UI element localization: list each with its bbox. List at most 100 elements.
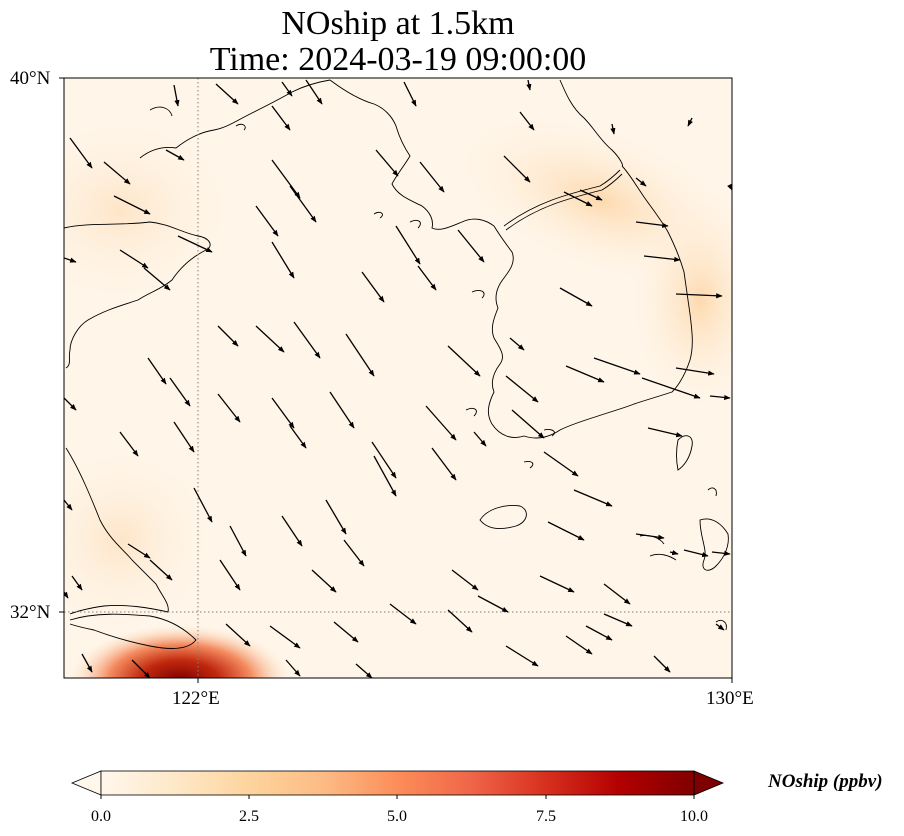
- colorbar-max-extend: [693, 770, 725, 796]
- lon-label-130e: 130°E: [706, 688, 754, 709]
- wind-vector-arrow: [457, 229, 485, 263]
- colorbar-tick-4: 10.0: [680, 808, 708, 825]
- wind-vector-arrow: [329, 391, 355, 429]
- wind-vector-arrow: [169, 377, 191, 407]
- wind-vector-arrow: [127, 543, 151, 559]
- map-title-line1: NOship at 1.5km: [281, 5, 515, 42]
- wind-vector-arrow: [271, 105, 291, 131]
- wind-vector-arrow: [371, 441, 397, 479]
- wind-vector-arrow: [229, 525, 247, 557]
- wind-vector-arrow: [147, 357, 167, 385]
- wind-vector-arrow: [431, 447, 457, 481]
- map-title-line2: Time: 2024-03-19 09:00:00: [209, 41, 587, 78]
- wind-vector-arrow: [165, 149, 185, 161]
- wind-vector-arrow: [447, 345, 481, 377]
- wind-vector-arrow: [503, 155, 531, 183]
- wind-vector-arrow: [669, 550, 679, 556]
- coastlines: [64, 79, 729, 649]
- wind-vector-arrow: [355, 663, 373, 678]
- wind-vector-arrow: [447, 609, 473, 633]
- wind-vector-arrow: [289, 425, 307, 449]
- wind-vector-arrow: [373, 455, 397, 497]
- wind-vector-arrow: [177, 235, 213, 253]
- wind-vector-arrow: [635, 221, 669, 228]
- gridlines: [64, 78, 732, 678]
- wind-vector-arrow: [641, 377, 701, 399]
- wind-vector-arrow: [403, 81, 417, 107]
- wind-vector-arrow: [271, 397, 295, 429]
- wind-vector-arrow: [579, 189, 603, 201]
- wind-vector-arrow: [64, 397, 77, 411]
- colorbar-ramp: [101, 771, 694, 795]
- colorbar-tick-1: 2.5: [239, 808, 259, 825]
- lat-label-40n: 40°N: [10, 68, 51, 89]
- map-frame: [63, 77, 733, 679]
- wind-vector-arrow: [293, 321, 321, 359]
- wind-vector-arrow: [425, 405, 457, 441]
- wind-vector-arrow: [573, 489, 613, 507]
- wind-vector-arrow: [271, 159, 301, 199]
- wind-vector-arrow: [64, 499, 73, 511]
- wind-vector-arrow: [81, 653, 93, 673]
- wind-vector-arrow: [71, 575, 83, 591]
- wind-vector-arrow: [281, 515, 303, 547]
- wind-vector-arrow: [585, 625, 613, 641]
- wind-vector-arrow: [565, 635, 593, 655]
- wind-vector-arrow: [119, 249, 149, 269]
- wind-vector-arrow: [603, 613, 633, 627]
- wind-vector-arrow: [539, 575, 575, 593]
- wind-vector-arrow: [143, 267, 171, 291]
- wind-vector-arrow: [509, 337, 525, 351]
- wind-vector-arrow: [565, 365, 605, 383]
- wind-vector-arrow: [343, 539, 365, 567]
- wind-vector-arrow: [543, 451, 579, 477]
- wind-vector-arrow: [119, 431, 139, 457]
- wind-vector-arrow: [709, 394, 731, 401]
- wind-vector-arrow: [311, 569, 337, 593]
- wind-vector-arrow: [635, 177, 647, 187]
- wind-vector-arrow: [563, 191, 593, 207]
- wind-vector-arrow: [711, 550, 731, 556]
- wind-vector-arrow: [361, 271, 385, 303]
- wind-vector-arrow: [647, 427, 683, 438]
- wind-vector-arrow: [131, 659, 151, 678]
- wind-vector-arrow: [64, 591, 69, 599]
- wind-vector-arrow: [683, 549, 709, 558]
- wind-vectors: [64, 79, 732, 678]
- wind-vector-arrow: [173, 421, 195, 453]
- wind-vector-arrow: [255, 325, 285, 353]
- wind-vector-arrow: [653, 655, 671, 673]
- colorbar-tick-3: 7.5: [536, 808, 556, 825]
- wind-vector-arrow: [325, 499, 347, 535]
- wind-vector-arrow: [389, 603, 417, 625]
- wind-vector-arrow: [643, 255, 681, 262]
- wind-vector-arrow: [559, 287, 593, 307]
- colorbar-min-extend: [70, 770, 102, 796]
- wind-vector-arrow: [255, 205, 279, 237]
- colorbar-label: NOship (ppbv): [768, 771, 883, 792]
- wind-vector-arrow: [610, 123, 616, 135]
- wind-vector-arrow: [333, 621, 359, 643]
- wind-vector-arrow: [417, 265, 437, 291]
- colorbar-tick-0: 0.0: [91, 808, 111, 825]
- wind-vector-arrow: [687, 117, 693, 127]
- colorbar-tick-2: 5.0: [387, 808, 407, 825]
- lon-label-122e: 122°E: [172, 688, 220, 709]
- wind-vector-arrow: [395, 225, 421, 265]
- wind-vector-arrow: [285, 659, 301, 677]
- wind-vector-arrow: [593, 357, 641, 375]
- wind-vector-arrow: [193, 487, 213, 523]
- wind-vector-arrow: [451, 569, 479, 591]
- wind-vector-arrow: [345, 333, 375, 377]
- wind-vector-arrow: [225, 623, 251, 647]
- wind-vector-arrow: [526, 79, 532, 91]
- wind-vector-arrow: [375, 149, 399, 177]
- wind-vector-arrow: [149, 559, 173, 581]
- wind-vector-arrow: [505, 375, 539, 403]
- wind-vector-arrow: [473, 431, 487, 447]
- wind-vector-arrow: [219, 559, 241, 591]
- wind-vector-arrow: [511, 409, 545, 439]
- wind-vector-arrow: [173, 84, 180, 107]
